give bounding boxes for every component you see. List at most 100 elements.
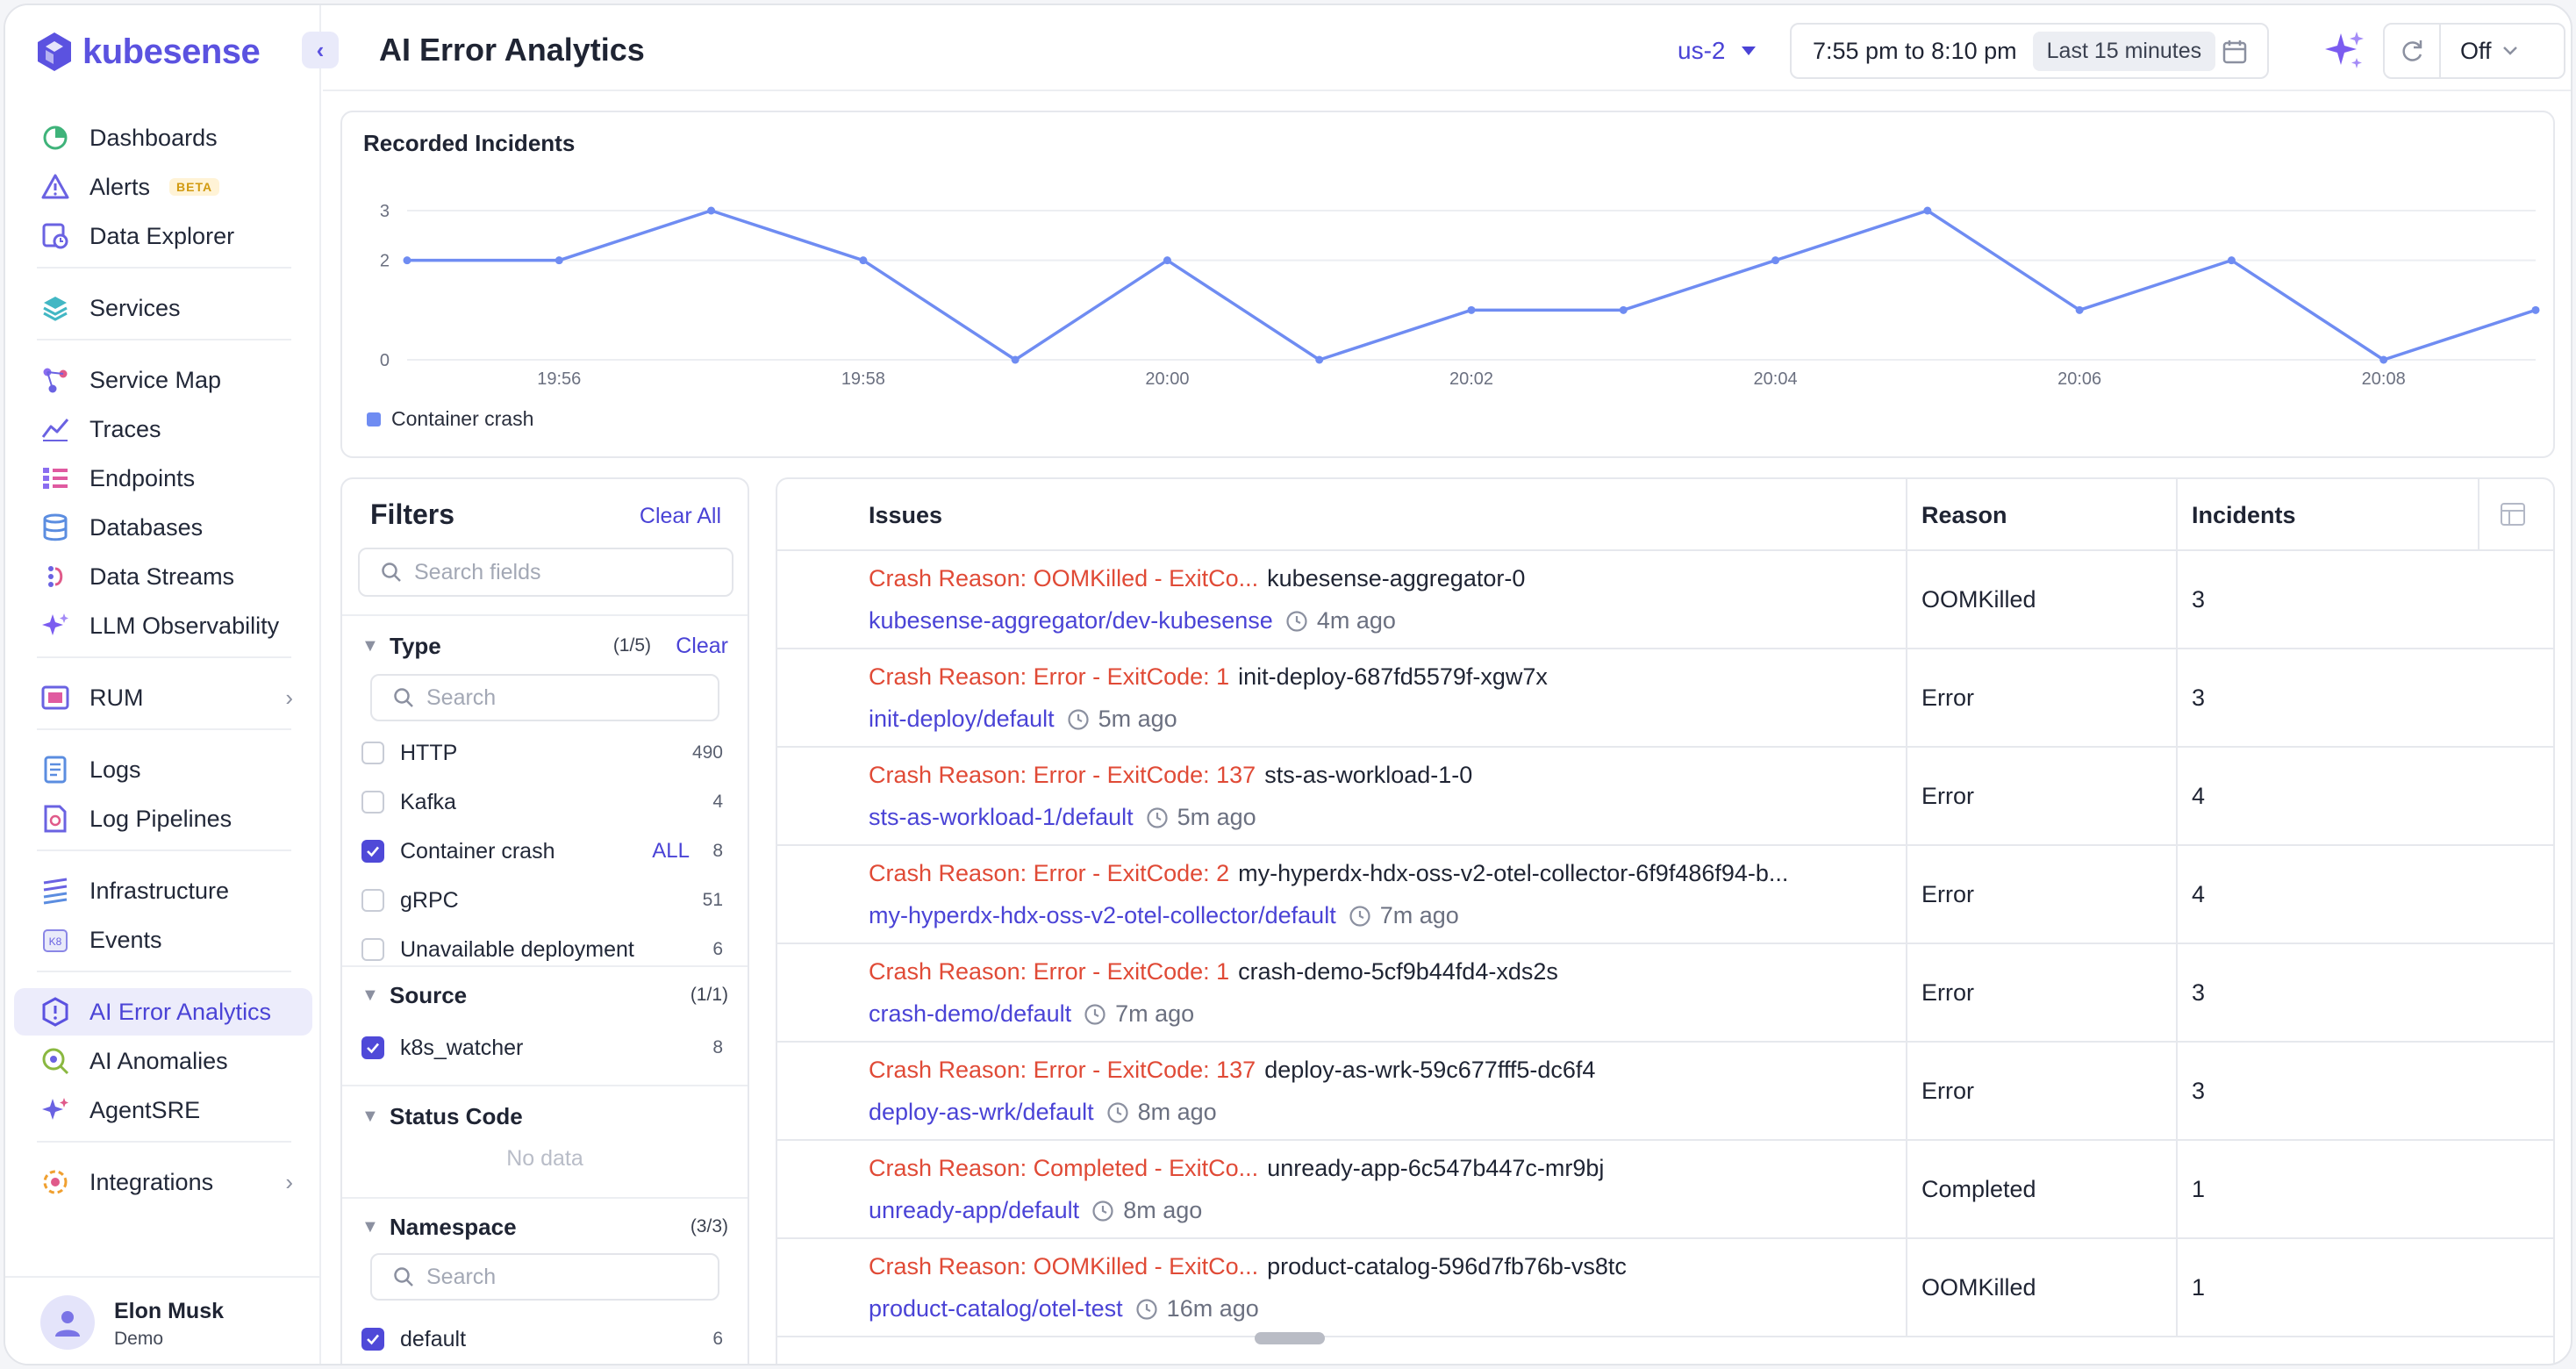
issue-title[interactable]: Crash Reason: OOMKilled - ExitCo... produ… xyxy=(869,1253,1627,1280)
column-divider xyxy=(2176,479,2178,549)
workload-namespace-link[interactable]: crash-demo/default xyxy=(869,1000,1072,1027)
issue-title[interactable]: Crash Reason: OOMKilled - ExitCo... kubes… xyxy=(869,565,1525,592)
filter-section-status-code[interactable]: ▼ Status Code xyxy=(361,1099,730,1134)
reason-cell: Error xyxy=(1921,684,1974,711)
clear-all-filters-link[interactable]: Clear All xyxy=(639,504,721,528)
sidebar-item-integrations[interactable]: Integrations › xyxy=(14,1158,312,1206)
sidebar: kubesense ‹ Dashboards Alerts BETA Data Exp… xyxy=(5,5,339,1364)
issue-meta: deploy-as-wrk/default 8m ago xyxy=(869,1099,1217,1126)
incidents-cell: 4 xyxy=(2192,783,2206,809)
refresh-interval-select[interactable]: Off xyxy=(2441,38,2518,65)
table-row[interactable]: Crash Reason: Error - ExitCode: 2 my-hype… xyxy=(777,846,2553,944)
column-header-reason[interactable]: Reason xyxy=(1921,502,2007,528)
issue-title[interactable]: Crash Reason: Error - ExitCode: 137 deplo… xyxy=(869,1057,1595,1084)
filter-option[interactable]: Unavailable deployment 6 xyxy=(361,932,723,967)
sidebar-item-data-streams[interactable]: Data Streams xyxy=(14,553,312,600)
brand-logo[interactable]: kubesense xyxy=(35,28,261,75)
time-preset-chip[interactable]: Last 15 minutes xyxy=(2032,31,2216,71)
column-header-incidents[interactable]: Incidents xyxy=(2192,502,2296,528)
nav-divider xyxy=(37,849,291,851)
sidebar-item-traces[interactable]: Traces xyxy=(14,405,312,453)
filter-option[interactable]: Container crash ALL 8 xyxy=(361,834,723,869)
table-row[interactable]: Crash Reason: Error - ExitCode: 137 sts-a… xyxy=(777,748,2553,846)
workload-namespace-link[interactable]: sts-as-workload-1/default xyxy=(869,804,1134,830)
sidebar-item-infrastructure[interactable]: Infrastructure xyxy=(14,867,312,914)
checkbox-checked[interactable] xyxy=(361,1036,384,1059)
sidebar-item-alerts[interactable]: Alerts BETA xyxy=(14,163,312,211)
workload-namespace-link[interactable]: kubesense-aggregator/dev-kubesense xyxy=(869,607,1273,634)
checkbox[interactable] xyxy=(361,938,384,961)
calendar-icon[interactable] xyxy=(2222,39,2248,65)
workload-namespace-link[interactable]: unready-app/default xyxy=(869,1197,1080,1223)
filter-option-label: HTTP xyxy=(400,740,458,765)
table-row[interactable]: Crash Reason: Error - ExitCode: 1 init-de… xyxy=(777,649,2553,748)
checkbox[interactable] xyxy=(361,889,384,912)
app-window: kubesense ‹ Dashboards Alerts BETA Data Exp… xyxy=(4,4,2572,1365)
workload-namespace-link[interactable]: my-hyperdx-hdx-oss-v2-otel-collector/def… xyxy=(869,902,1336,928)
table-row[interactable]: Crash Reason: OOMKilled - ExitCo... kubes… xyxy=(777,551,2553,649)
sidebar-item-dashboards[interactable]: Dashboards xyxy=(14,114,312,161)
sidebar-item-rum[interactable]: RUM › xyxy=(14,674,312,721)
filter-option[interactable]: Kafka 4 xyxy=(361,785,723,820)
workload-namespace-link[interactable]: product-catalog/otel-test xyxy=(869,1295,1123,1322)
filter-option[interactable]: HTTP 490 xyxy=(361,735,723,771)
section-label: Namespace xyxy=(390,1213,517,1240)
column-divider xyxy=(2176,748,2178,846)
table-row[interactable]: Crash Reason: OOMKilled - ExitCo... produ… xyxy=(777,1239,2553,1337)
table-row[interactable]: Crash Reason: Error - ExitCode: 137 deplo… xyxy=(777,1043,2553,1141)
sidebar-item-services[interactable]: Services xyxy=(14,284,312,332)
workload-namespace-link[interactable]: deploy-as-wrk/default xyxy=(869,1099,1094,1125)
user-profile[interactable]: Elon Musk Demo xyxy=(5,1276,321,1364)
time-range-picker[interactable]: 7:55 pm to 8:10 pm Last 15 minutes xyxy=(1790,23,2269,79)
column-settings-icon[interactable] xyxy=(2499,500,2527,528)
sidebar-item-log-pipelines[interactable]: Log Pipelines xyxy=(14,795,312,842)
filter-section-type[interactable]: ▼ Type (1/5) Clear xyxy=(361,628,730,663)
sidebar-item-endpoints[interactable]: Endpoints xyxy=(14,455,312,502)
sidebar-item-logs[interactable]: Logs xyxy=(14,746,312,793)
chart-legend[interactable]: Container crash xyxy=(367,407,533,431)
recorded-incidents-card: Recorded Incidents 0 2 3 19:56 19:58 20:00 20:… xyxy=(340,111,2555,458)
select-all-link[interactable]: ALL xyxy=(652,839,690,863)
chevron-right-icon: › xyxy=(285,1168,293,1195)
checkbox-checked[interactable] xyxy=(361,1328,384,1351)
sidebar-item-data-explorer[interactable]: Data Explorer xyxy=(14,212,312,260)
filter-option[interactable]: default 6 xyxy=(361,1322,723,1357)
crash-reason: Crash Reason: OOMKilled - ExitCo... xyxy=(869,565,1259,591)
incidents-cell: 4 xyxy=(2192,881,2206,907)
checkbox[interactable] xyxy=(361,742,384,764)
table-row[interactable]: Crash Reason: Error - ExitCode: 1 crash-d… xyxy=(777,944,2553,1043)
table-row[interactable]: Crash Reason: Completed - ExitCo... unrea… xyxy=(777,1141,2553,1239)
filter-option[interactable]: k8s_watcher 8 xyxy=(361,1030,723,1065)
sidebar-item-events[interactable]: K8 Events xyxy=(14,916,312,964)
issue-title[interactable]: Crash Reason: Completed - ExitCo... unrea… xyxy=(869,1155,1604,1182)
y-tick-label: 2 xyxy=(380,252,390,271)
filter-section-source[interactable]: ▼ Source (1/1) xyxy=(361,978,730,1013)
search-fields-input[interactable]: Search fields xyxy=(358,548,733,597)
horizontal-scrollbar[interactable] xyxy=(1255,1332,1325,1344)
collapse-sidebar-button[interactable]: ‹ xyxy=(302,32,339,68)
checkbox-checked[interactable] xyxy=(361,840,384,863)
search-icon xyxy=(394,688,413,707)
type-search-input[interactable]: Search xyxy=(370,674,719,721)
filter-section-namespace[interactable]: ▼ Namespace (3/3) xyxy=(361,1209,730,1244)
region-selector[interactable]: us-2 xyxy=(1678,37,1757,65)
column-header-issues[interactable]: Issues xyxy=(869,502,943,528)
refresh-button[interactable] xyxy=(2385,25,2441,77)
sidebar-item-agentsre[interactable]: AgentSRE xyxy=(14,1086,312,1134)
sidebar-item-label: Traces xyxy=(89,415,161,442)
issue-title[interactable]: Crash Reason: Error - ExitCode: 2 my-hype… xyxy=(869,860,1788,887)
issue-title[interactable]: Crash Reason: Error - ExitCode: 137 sts-a… xyxy=(869,762,1472,789)
clear-type-filter-link[interactable]: Clear xyxy=(676,633,728,658)
filter-option[interactable]: gRPC 51 xyxy=(361,883,723,918)
sidebar-item-llm-observability[interactable]: LLM Observability xyxy=(14,602,312,649)
sidebar-item-databases[interactable]: Databases xyxy=(14,504,312,551)
issue-title[interactable]: Crash Reason: Error - ExitCode: 1 crash-d… xyxy=(869,958,1558,986)
checkbox[interactable] xyxy=(361,791,384,814)
workload-namespace-link[interactable]: init-deploy/default xyxy=(869,706,1055,732)
sidebar-item-ai-anomalies[interactable]: AI Anomalies xyxy=(14,1037,312,1085)
sidebar-item-service-map[interactable]: Service Map xyxy=(14,356,312,404)
sidebar-item-ai-error-analytics[interactable]: AI Error Analytics xyxy=(14,988,312,1036)
namespace-search-input[interactable]: Search xyxy=(370,1253,719,1301)
issue-title[interactable]: Crash Reason: Error - ExitCode: 1 init-de… xyxy=(869,663,1548,691)
ai-sparkle-icon[interactable] xyxy=(2323,30,2365,72)
